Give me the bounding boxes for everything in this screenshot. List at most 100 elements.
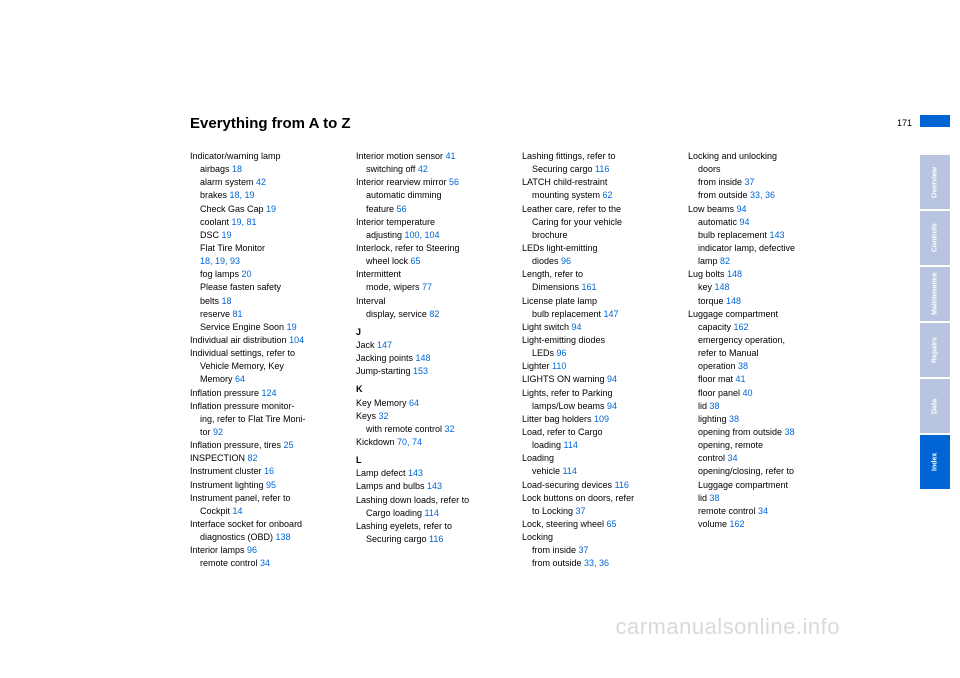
page-ref[interactable]: 96 <box>561 256 571 266</box>
page-ref[interactable]: 38 <box>729 414 739 424</box>
page-ref[interactable]: 34 <box>758 506 768 516</box>
page-ref[interactable]: 81 <box>233 309 243 319</box>
page-ref[interactable]: 33, 36 <box>750 190 775 200</box>
page-ref[interactable]: 56 <box>449 177 459 187</box>
page-ref[interactable]: 148 <box>416 353 431 363</box>
page-ref[interactable]: 100, 104 <box>405 230 440 240</box>
page-ref[interactable]: 32 <box>379 411 389 421</box>
page-ref[interactable]: 56 <box>397 204 407 214</box>
page-ref[interactable]: 114 <box>425 508 439 518</box>
page-ref[interactable]: 65 <box>411 256 421 266</box>
page-ref[interactable]: 82 <box>248 453 258 463</box>
page-ref[interactable]: 94 <box>607 374 617 384</box>
page-ref[interactable]: 96 <box>557 348 567 358</box>
page-ref[interactable]: 95 <box>266 480 276 490</box>
page-ref[interactable]: 37 <box>576 506 586 516</box>
page-ref[interactable]: 34 <box>260 558 270 568</box>
page-ref[interactable]: 38 <box>738 361 748 371</box>
entry-text: Lashing eyelets, refer to <box>356 521 452 531</box>
entry-text: Locking and unlocking <box>688 151 777 161</box>
entry-text: from inside <box>532 545 579 555</box>
page-ref[interactable]: 148 <box>727 269 742 279</box>
page-ref[interactable]: 18, 19, 93 <box>200 256 240 266</box>
page-ref[interactable]: 92 <box>213 427 223 437</box>
page-ref[interactable]: 34 <box>728 453 738 463</box>
page-ref[interactable]: 41 <box>736 374 746 384</box>
page-ref[interactable]: 19, 81 <box>232 217 257 227</box>
page-ref[interactable]: 147 <box>604 309 619 319</box>
page-ref[interactable]: 19 <box>287 322 297 332</box>
page-ref[interactable]: 64 <box>409 398 419 408</box>
page-ref[interactable]: 94 <box>737 204 747 214</box>
page-ref[interactable]: 38 <box>710 401 720 411</box>
page-ref[interactable]: 32 <box>445 424 455 434</box>
page-ref[interactable]: 148 <box>715 282 730 292</box>
page-ref[interactable]: 70, 74 <box>397 437 422 447</box>
page-ref[interactable]: 116 <box>615 480 629 490</box>
page-ref[interactable]: 124 <box>262 388 277 398</box>
page-ref[interactable]: 104 <box>289 335 304 345</box>
page-ref[interactable]: 153 <box>413 366 428 376</box>
entry-text: alarm system <box>200 177 256 187</box>
page-ref[interactable]: 82 <box>429 309 439 319</box>
page-ref[interactable]: 38 <box>785 427 795 437</box>
page-ref[interactable]: 138 <box>276 532 291 542</box>
side-tab[interactable]: Maintenance <box>920 267 950 321</box>
page-ref[interactable]: 162 <box>730 519 745 529</box>
page-ref[interactable]: 148 <box>726 296 741 306</box>
page-ref[interactable]: 18 <box>232 164 242 174</box>
page-ref[interactable]: 94 <box>607 401 617 411</box>
page-ref[interactable]: 114 <box>563 466 577 476</box>
side-tab[interactable]: Controls <box>920 211 950 265</box>
page-ref[interactable]: 16 <box>264 466 274 476</box>
page-ref[interactable]: 18, 19 <box>230 190 255 200</box>
entry-text: Kickdown <box>356 437 397 447</box>
page-ref[interactable]: 42 <box>256 177 266 187</box>
entry-text: tor <box>200 427 213 437</box>
page-ref[interactable]: 65 <box>607 519 617 529</box>
page-ref[interactable]: 42 <box>418 164 428 174</box>
page-ref[interactable]: 161 <box>582 282 597 292</box>
page-ref[interactable]: 162 <box>734 322 749 332</box>
page-ref[interactable]: 143 <box>408 468 423 478</box>
page-ref[interactable]: 94 <box>740 217 750 227</box>
page-ref[interactable]: 62 <box>603 190 613 200</box>
page-ref[interactable]: 143 <box>427 481 442 491</box>
page-ref[interactable]: 116 <box>429 534 443 544</box>
page-ref[interactable]: 110 <box>552 361 566 371</box>
page-ref[interactable]: 18 <box>222 296 232 306</box>
index-entry: remote control 34 <box>190 557 338 569</box>
page-ref[interactable]: 38 <box>710 493 720 503</box>
page-ref[interactable]: 20 <box>242 269 252 279</box>
page-ref[interactable]: 109 <box>594 414 609 424</box>
index-entry: belts 18 <box>190 295 338 307</box>
page-ref[interactable]: 37 <box>745 177 755 187</box>
page-ref[interactable]: 33, 36 <box>584 558 609 568</box>
page-ref[interactable]: 114 <box>564 440 578 450</box>
page-ref[interactable]: 82 <box>720 256 730 266</box>
page-ref[interactable]: 116 <box>595 164 609 174</box>
page-ref[interactable]: 19 <box>222 230 232 240</box>
side-tab[interactable]: Overview <box>920 155 950 209</box>
index-entry: floor mat 41 <box>688 373 836 385</box>
page-ref[interactable]: 37 <box>579 545 589 555</box>
page-ref[interactable]: 94 <box>572 322 582 332</box>
page-ref[interactable]: 96 <box>247 545 257 555</box>
index-entry: diodes 96 <box>522 255 670 267</box>
page-ref[interactable]: 19 <box>266 204 276 214</box>
page-ref[interactable]: 41 <box>446 151 456 161</box>
side-tab[interactable]: Index <box>920 435 950 489</box>
index-entry: switching off 42 <box>356 163 504 175</box>
index-entry: Luggage compartment <box>688 479 836 491</box>
entry-text: Securing cargo <box>532 164 595 174</box>
page-ref[interactable]: 147 <box>377 340 392 350</box>
page-ref[interactable]: 14 <box>233 506 243 516</box>
side-tab[interactable]: Repairs <box>920 323 950 377</box>
page-ref[interactable]: 64 <box>235 374 245 384</box>
side-tab[interactable]: Data <box>920 379 950 433</box>
page-ref[interactable]: 77 <box>422 282 432 292</box>
page-ref[interactable]: 25 <box>284 440 294 450</box>
page-ref[interactable]: 143 <box>770 230 785 240</box>
entry-text: torque <box>698 296 726 306</box>
page-ref[interactable]: 40 <box>743 388 753 398</box>
